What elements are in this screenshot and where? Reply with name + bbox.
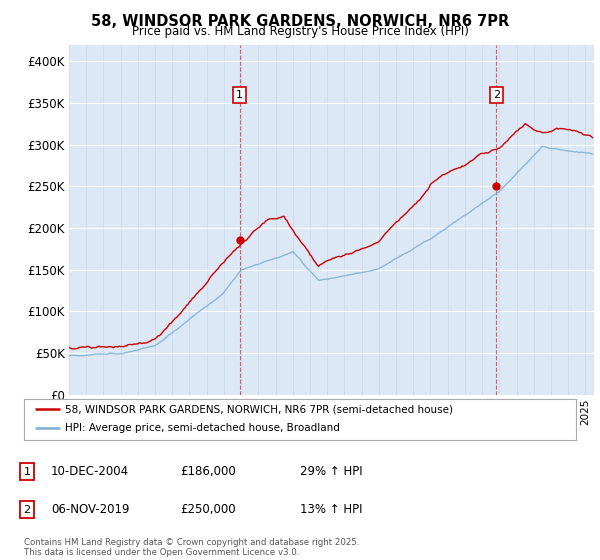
Text: Contains HM Land Registry data © Crown copyright and database right 2025.
This d: Contains HM Land Registry data © Crown c… bbox=[24, 538, 359, 557]
Text: 29% ↑ HPI: 29% ↑ HPI bbox=[300, 465, 362, 478]
Text: 58, WINDSOR PARK GARDENS, NORWICH, NR6 7PR: 58, WINDSOR PARK GARDENS, NORWICH, NR6 7… bbox=[91, 14, 509, 29]
Text: 58, WINDSOR PARK GARDENS, NORWICH, NR6 7PR (semi-detached house): 58, WINDSOR PARK GARDENS, NORWICH, NR6 7… bbox=[65, 404, 454, 414]
Text: £250,000: £250,000 bbox=[180, 503, 236, 516]
Text: 10-DEC-2004: 10-DEC-2004 bbox=[51, 465, 129, 478]
Text: HPI: Average price, semi-detached house, Broadland: HPI: Average price, semi-detached house,… bbox=[65, 423, 340, 433]
Text: 2: 2 bbox=[493, 90, 500, 100]
Text: 1: 1 bbox=[23, 466, 31, 477]
Text: 06-NOV-2019: 06-NOV-2019 bbox=[51, 503, 130, 516]
Text: Price paid vs. HM Land Registry's House Price Index (HPI): Price paid vs. HM Land Registry's House … bbox=[131, 25, 469, 38]
Text: £186,000: £186,000 bbox=[180, 465, 236, 478]
Text: 1: 1 bbox=[236, 90, 243, 100]
Text: 2: 2 bbox=[23, 505, 31, 515]
Text: 13% ↑ HPI: 13% ↑ HPI bbox=[300, 503, 362, 516]
